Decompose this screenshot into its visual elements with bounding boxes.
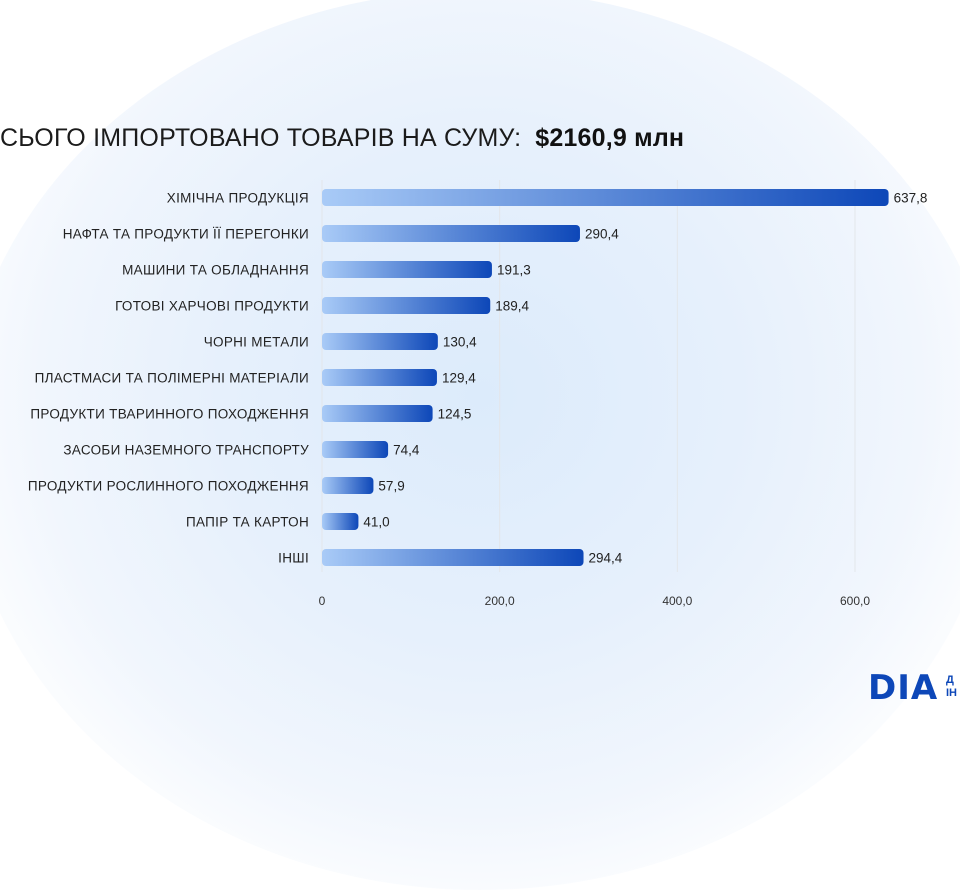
x-tick-label: 600,0 [840,594,870,608]
bars [322,189,889,566]
bar [322,441,389,458]
data-label: 41,0 [363,515,389,530]
category-label: МАШИНИ ТА ОБЛАДНАННЯ [122,263,309,278]
data-label: 637,8 [894,191,928,206]
category-label: ПАПІР ТА КАРТОН [186,515,309,530]
bar [322,189,889,206]
category-label: ЧОРНІ МЕТАЛИ [204,335,309,350]
logo-side-top: Д [946,674,954,686]
category-label: ГОТОВІ ХАРЧОВІ ПРОДУКТИ [115,299,309,314]
bar [322,225,580,242]
category-label: ПЛАСТМАСИ ТА ПОЛІМЕРНІ МАТЕРІАЛИ [35,371,309,386]
bar [322,513,359,530]
bar [322,261,492,278]
data-label: 57,9 [378,479,404,494]
bar [322,477,374,494]
logo-side-bottom: ІН [946,687,957,699]
title-text: СЬОГО ІМПОРТОВАНО ТОВАРІВ НА СУМУ: [0,124,522,152]
bar [322,405,433,422]
bar [322,297,491,314]
bar [322,549,584,566]
dia-logo: DIA Д ІН [868,668,960,708]
data-label: 74,4 [393,443,420,458]
x-tick-label: 400,0 [662,594,692,608]
bar [322,369,437,386]
data-label: 129,4 [442,371,476,386]
x-tick-label: 200,0 [485,594,515,608]
labels: 0 200,0 400,0 600,0 ХІМІЧНА ПРОДУКЦІЯ 637,8 НА… [28,191,928,609]
data-label: 191,3 [497,263,531,278]
data-label: 130,4 [443,335,477,350]
data-label: 294,4 [589,551,623,566]
category-label: ПРОДУКТИ РОСЛИННОГО ПОХОДЖЕННЯ [28,479,309,494]
data-label: 189,4 [495,299,529,314]
x-tick-label: 0 [319,594,326,608]
category-label: НАФТА ТА ПРОДУКТИ ЇЇ ПЕРЕГОНКИ [63,227,309,242]
logo-side-text: Д ІН [946,674,957,700]
data-label: 290,4 [585,227,619,242]
grid-lines [321,180,856,572]
category-label: ХІМІЧНА ПРОДУКЦІЯ [167,191,309,206]
category-label: ІНШІ [278,551,309,566]
chart-title: СЬОГО ІМПОРТОВАНО ТОВАРІВ НА СУМУ: $2160,… [0,124,684,153]
title-total: $2160,9 млн [535,124,685,152]
bar-chart: 0 200,0 400,0 600,0 ХІМІЧНА ПРОДУКЦІЯ 637,8 НА… [28,180,928,609]
bar [322,333,438,350]
category-label: ЗАСОБИ НАЗЕМНОГО ТРАНСПОРТУ [63,443,309,458]
data-label: 124,5 [438,407,472,422]
category-label: ПРОДУКТИ ТВАРИННОГО ПОХОДЖЕННЯ [30,407,309,422]
logo-text: DIA [868,668,939,708]
